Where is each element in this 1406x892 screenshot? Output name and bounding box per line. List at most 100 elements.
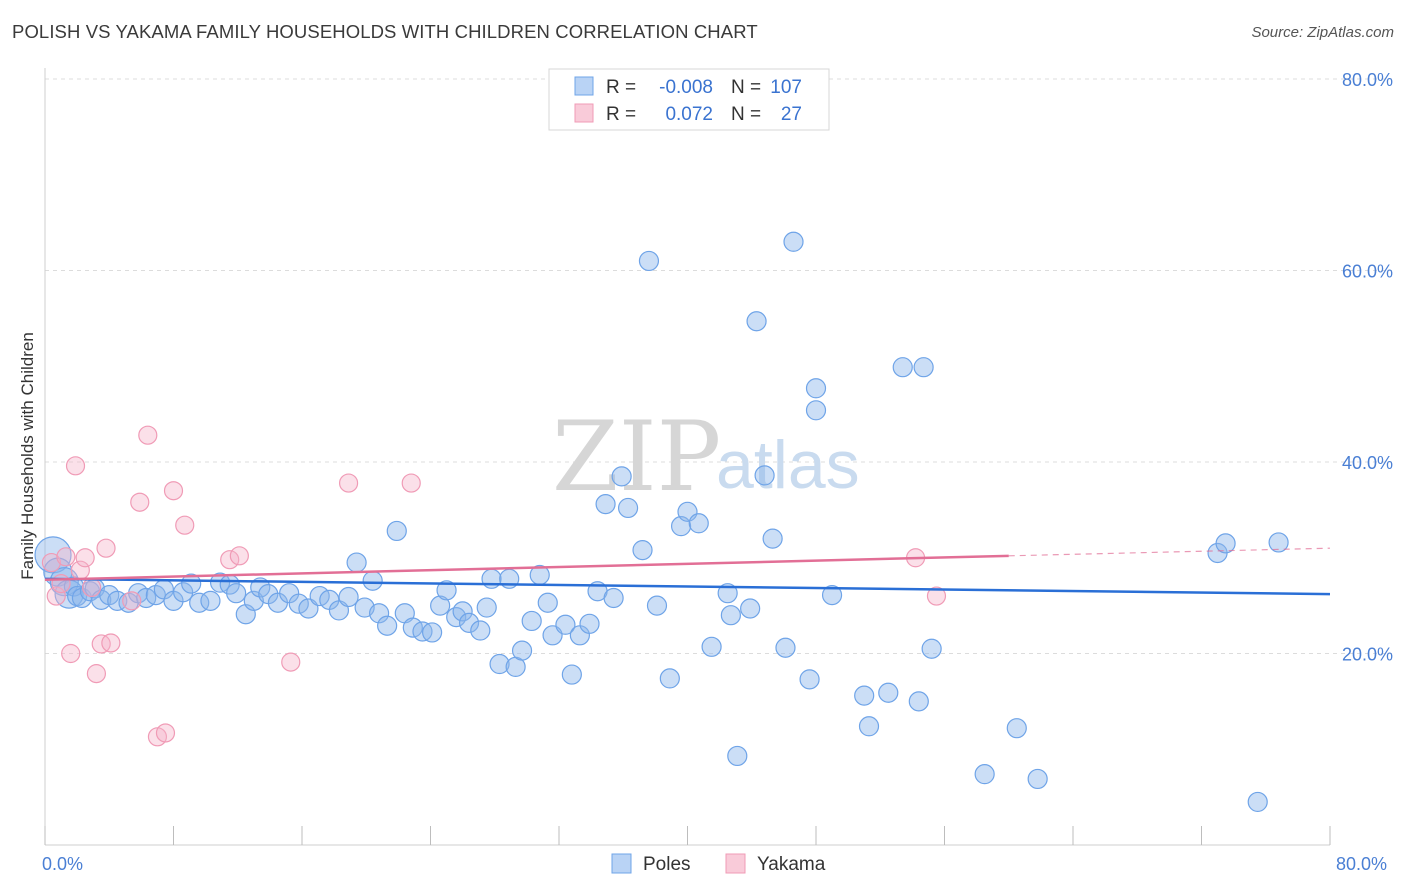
poles-point-24[interactable]	[226, 583, 247, 604]
yakama-point-14[interactable]	[130, 492, 150, 512]
poles-point-94[interactable]	[858, 716, 880, 737]
poles-point-74[interactable]	[646, 595, 668, 616]
poles-point-73[interactable]	[638, 250, 660, 272]
yakama-point-2[interactable]	[51, 574, 71, 594]
poles-point-86[interactable]	[762, 528, 783, 549]
poles-point-90[interactable]	[805, 378, 827, 399]
poles-point-49[interactable]	[446, 607, 467, 628]
poles-point-31[interactable]	[288, 593, 309, 614]
poles-point-85[interactable]	[754, 465, 775, 486]
poles-point-36[interactable]	[338, 586, 359, 608]
poles-point-70[interactable]	[611, 466, 632, 487]
poles-point-97[interactable]	[908, 691, 929, 712]
yakama-point-12[interactable]	[101, 633, 121, 653]
yakama-point-20[interactable]	[220, 550, 240, 570]
poles-point-95[interactable]	[878, 682, 899, 703]
y-tick-label-2: 60.0%	[1342, 262, 1393, 282]
poles-point-89[interactable]	[799, 669, 820, 690]
yakama-point-9[interactable]	[86, 664, 107, 684]
poles-point-21[interactable]	[200, 590, 221, 611]
poles-point-75[interactable]	[659, 668, 680, 689]
poles-point-58[interactable]	[511, 640, 533, 661]
poles-point-92[interactable]	[821, 584, 843, 606]
poles-point-93[interactable]	[854, 685, 875, 706]
poles-point-68[interactable]	[595, 494, 616, 515]
poles-point-69[interactable]	[603, 587, 624, 609]
poles-point-19[interactable]	[181, 573, 202, 594]
poles-point-72[interactable]	[632, 539, 653, 561]
poles-point-47[interactable]	[430, 595, 451, 616]
poles-points	[34, 231, 1289, 813]
bottom-legend-label-yakama[interactable]: Yakama	[757, 854, 826, 875]
yakama-point-4[interactable]	[61, 643, 81, 664]
yakama-trend-line	[44, 554, 1009, 582]
poles-point-84[interactable]	[746, 311, 767, 332]
yakama-point-24[interactable]	[401, 473, 421, 493]
poles-point-83[interactable]	[740, 598, 761, 619]
bottom-legend-swatch-poles[interactable]	[611, 853, 632, 874]
poles-point-61[interactable]	[537, 592, 558, 613]
yakama-point-26[interactable]	[926, 586, 947, 606]
yakama-point-18[interactable]	[163, 481, 184, 501]
yakama-point-7[interactable]	[75, 548, 95, 568]
bottom-legend-label-poles[interactable]: Poles	[643, 854, 691, 875]
poles-point-42[interactable]	[386, 520, 407, 542]
yakama-point-19[interactable]	[175, 515, 195, 535]
yakama-point-8[interactable]	[81, 577, 102, 598]
poles-point-99[interactable]	[921, 638, 942, 659]
yakama-point-22[interactable]	[281, 652, 301, 672]
yakama-point-3[interactable]	[56, 547, 76, 567]
poles-point-100[interactable]	[974, 764, 995, 785]
poles-point-91[interactable]	[805, 400, 827, 421]
poles-point-64[interactable]	[561, 664, 582, 685]
poles-point-79[interactable]	[701, 636, 722, 657]
yakama-point-1[interactable]	[46, 586, 66, 606]
yakama-point-13[interactable]	[122, 591, 142, 611]
poles-point-51[interactable]	[458, 612, 480, 633]
poles-point-48[interactable]	[436, 580, 457, 601]
yakama-point-11[interactable]	[96, 538, 116, 558]
yakama-point-21[interactable]	[229, 546, 249, 566]
poles-point-59[interactable]	[521, 610, 542, 632]
poles-point-39[interactable]	[362, 570, 383, 591]
poles-point-66[interactable]	[579, 613, 600, 634]
poles-point-55[interactable]	[489, 653, 510, 675]
legend-swatch-poles	[574, 76, 594, 96]
yakama-point-0[interactable]	[41, 552, 62, 573]
poles-point-102[interactable]	[1027, 768, 1048, 790]
legend-n-value-poles: 107	[770, 77, 802, 98]
poles-point-106[interactable]	[1268, 532, 1289, 553]
yakama-point-10[interactable]	[91, 634, 111, 654]
yakama-point-15[interactable]	[138, 425, 158, 445]
yakama-point-17[interactable]	[155, 723, 176, 743]
poles-point-52[interactable]	[470, 620, 491, 641]
poles-point-82[interactable]	[727, 745, 748, 767]
poles-point-81[interactable]	[720, 605, 741, 626]
poles-point-40[interactable]	[369, 603, 390, 624]
x-tick-label-max: 80.0%	[1336, 854, 1387, 874]
gridlines	[45, 78, 1392, 654]
poles-point-87[interactable]	[775, 637, 796, 658]
poles-point-88[interactable]	[783, 231, 804, 252]
poles-point-104[interactable]	[1215, 533, 1236, 554]
poles-point-101[interactable]	[1006, 718, 1027, 739]
poles-point-46[interactable]	[422, 622, 443, 643]
yakama-point-5[interactable]	[65, 456, 86, 476]
poles-point-63[interactable]	[555, 614, 576, 635]
poles-point-98[interactable]	[913, 357, 934, 378]
poles-point-37[interactable]	[346, 552, 367, 573]
x-tick-label-min: 0.0%	[42, 854, 83, 874]
poles-point-105[interactable]	[1247, 791, 1268, 813]
poles-point-53[interactable]	[476, 597, 497, 618]
poles-point-71[interactable]	[617, 497, 639, 519]
bottom-legend-swatch-yakama[interactable]	[725, 853, 746, 874]
poles-point-80[interactable]	[717, 583, 738, 604]
watermark-atlas: atlas	[716, 427, 860, 503]
poles-point-18[interactable]	[173, 582, 194, 603]
poles-point-96[interactable]	[892, 357, 913, 378]
poles-point-41[interactable]	[377, 615, 398, 636]
y-tick-label-0: 20.0%	[1342, 645, 1393, 665]
yakama-point-23[interactable]	[338, 473, 359, 493]
poles-point-50[interactable]	[452, 601, 473, 622]
poles-point-78[interactable]	[688, 513, 709, 534]
